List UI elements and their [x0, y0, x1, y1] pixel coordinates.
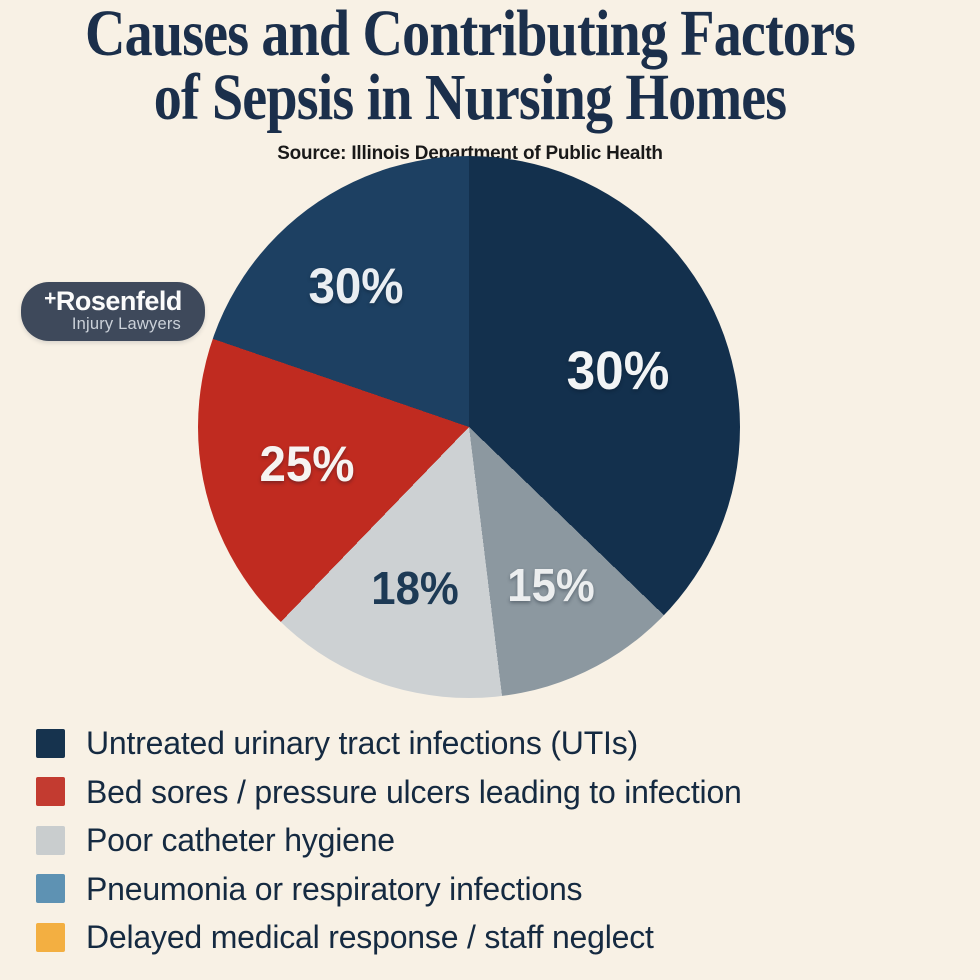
source-text: Source: Illinois Department of Public He…: [277, 142, 663, 164]
pie-label-navy-top-left: 30%: [308, 258, 404, 314]
legend-swatch-3: [36, 825, 65, 855]
legend-swatch-2: [36, 777, 65, 806]
legend-label-1: Untreated urinary tract infections (UTIs…: [86, 725, 638, 761]
pie-label-red-left: 25%: [259, 436, 355, 492]
pie-chart: [198, 156, 740, 698]
legend: Untreated urinary tract infections (UTIs…: [36, 726, 742, 969]
legend-row-4: Pneumonia or respiratory infections: [36, 872, 742, 906]
logo-subtitle: Injury Lawyers: [71, 315, 181, 333]
legend-row-3: Poor catheter hygiene: [36, 823, 742, 857]
pie-label-medium-gray-bottom-right: 15%: [507, 559, 595, 611]
legend-label-3: Poor catheter hygiene: [86, 822, 395, 858]
legend-swatch-1: [36, 728, 65, 758]
page-title-line-1: Causes and Contributing Factors: [84, 0, 856, 70]
header: Causes and Contributing Factors of Sepsi…: [0, 0, 940, 165]
pie-label-dark-navy-right: 30%: [566, 341, 670, 401]
legend-row-1: Untreated urinary tract infections (UTIs…: [36, 726, 742, 760]
legend-row-2: Bed sores / pressure ulcers leading to i…: [36, 775, 742, 809]
page-title-line-2: of Sepsis in Nursing Homes: [153, 61, 787, 134]
legend-label-4: Pneumonia or respiratory infections: [86, 870, 583, 907]
legend-label-2: Bed sores / pressure ulcers leading to i…: [86, 773, 742, 810]
pie-label-light-gray-bottom: 18%: [371, 562, 459, 614]
plus-icon: +: [44, 287, 56, 310]
logo-name: +Rosenfeld: [21, 286, 205, 319]
legend-swatch-5: [36, 922, 65, 952]
legend-row-5: Delayed medical response / staff neglect: [36, 920, 742, 954]
rosenfeld-logo: +Rosenfeld Injury Lawyers: [21, 282, 205, 341]
logo-name-text: Rosenfeld: [55, 286, 183, 316]
legend-label-5: Delayed medical response / staff neglect: [86, 919, 654, 955]
legend-swatch-4: [36, 874, 65, 903]
